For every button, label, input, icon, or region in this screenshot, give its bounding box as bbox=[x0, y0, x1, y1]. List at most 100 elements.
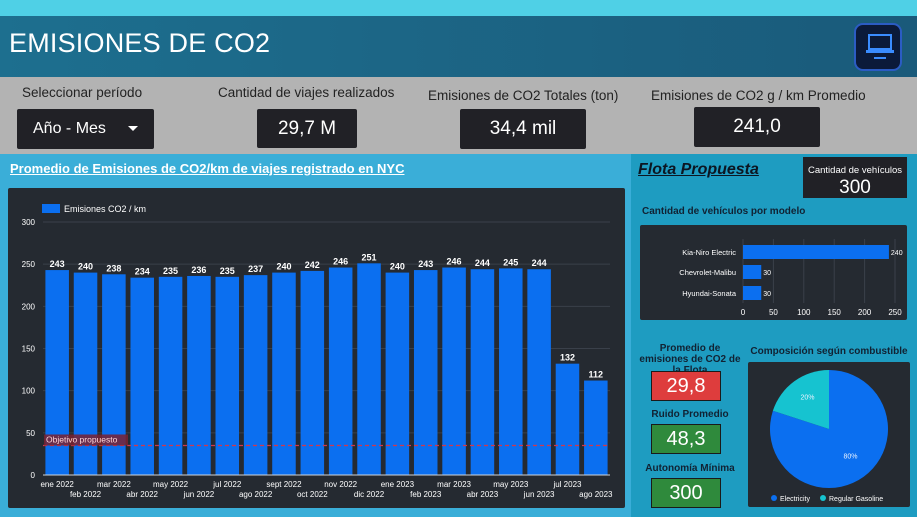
bar-ene-2023[interactable] bbox=[385, 272, 410, 475]
x-tick-label: jul 2023 bbox=[552, 480, 582, 489]
x-tick-label: 250 bbox=[888, 308, 902, 317]
noise-label: Ruido Promedio bbox=[651, 409, 729, 420]
vehicles-card: Cantidad de vehículos 300 bbox=[803, 157, 907, 198]
model-label: Chevrolet-Malibu bbox=[679, 268, 736, 277]
bar-value-label: 240 bbox=[276, 262, 291, 272]
bar-feb-2022[interactable] bbox=[73, 272, 98, 475]
bar-value-label: 240 bbox=[390, 262, 405, 272]
bar-value-label: 244 bbox=[532, 258, 547, 268]
model-chart-title: Cantidad de vehículos por modelo bbox=[642, 206, 806, 217]
x-tick-label: jul 2022 bbox=[212, 480, 242, 489]
bar-sept-2022[interactable] bbox=[272, 272, 296, 475]
period-value: Año - Mes bbox=[33, 120, 106, 137]
x-tick-label: may 2023 bbox=[493, 480, 529, 489]
bar-value-label: 242 bbox=[305, 260, 320, 270]
x-tick-label: 200 bbox=[858, 308, 872, 317]
bar-jul-2022[interactable] bbox=[215, 276, 240, 475]
bar-feb-2023[interactable] bbox=[413, 270, 438, 475]
model-bar[interactable] bbox=[743, 265, 762, 279]
header-bar bbox=[0, 16, 917, 77]
x-tick-label: ene 2023 bbox=[381, 480, 415, 489]
bar-jun-2023[interactable] bbox=[527, 269, 551, 475]
bar-abr-2022[interactable] bbox=[130, 277, 154, 475]
x-tick-label: abr 2022 bbox=[126, 490, 158, 499]
bar-value-label: 243 bbox=[50, 259, 65, 269]
bar-value-label: 235 bbox=[220, 266, 235, 276]
pie-legend-label: Electricity bbox=[780, 496, 810, 503]
model-value-label: 30 bbox=[763, 270, 771, 277]
chart-title: Promedio de Emisiones de CO2/km de viaje… bbox=[10, 161, 405, 176]
pie-legend-label: Regular Gasoline bbox=[829, 496, 883, 503]
avg-emissions-value: 29,8 bbox=[651, 371, 721, 401]
bar-mar-2023[interactable] bbox=[442, 267, 466, 475]
model-value-label: 30 bbox=[763, 291, 771, 298]
bar-mar-2022[interactable] bbox=[102, 274, 126, 475]
chevron-down-icon bbox=[128, 126, 138, 131]
model-bar-chart: 0 50 100 150 200 250 Kia-Niro Electric 240 Chevr… bbox=[679, 239, 903, 317]
x-tick-label: may 2022 bbox=[153, 480, 189, 489]
avg-value: 241,0 bbox=[694, 107, 820, 147]
x-tick-label: jun 2023 bbox=[523, 490, 555, 499]
model-bar[interactable] bbox=[743, 245, 889, 259]
y-tick-label: 250 bbox=[22, 260, 36, 269]
legend-label: Emisiones CO2 / km bbox=[64, 204, 146, 214]
model-label: Kia-Niro Electric bbox=[682, 248, 736, 257]
page-title: EMISIONES DE CO2 bbox=[9, 28, 271, 58]
avg-label: Emisiones de CO2 g / km Promedio bbox=[651, 88, 866, 103]
bar-value-label: 235 bbox=[163, 266, 178, 276]
x-tick-label: oct 2022 bbox=[297, 490, 328, 499]
bar-ago-2022[interactable] bbox=[243, 275, 268, 475]
y-tick-label: 150 bbox=[22, 345, 36, 354]
model-label: Hyundai-Sonata bbox=[682, 289, 737, 298]
bar-value-label: 238 bbox=[106, 263, 121, 273]
bar-value-label: 132 bbox=[560, 353, 575, 363]
fleet-title: Flota Propuesta bbox=[638, 161, 759, 178]
x-tick-label: nov 2022 bbox=[324, 480, 357, 489]
bar-jul-2023[interactable] bbox=[555, 363, 580, 475]
autonomy-label: Autonomía Mínima bbox=[645, 463, 735, 474]
bar-value-label: 246 bbox=[447, 257, 462, 267]
x-tick-label: 150 bbox=[828, 308, 842, 317]
bar-value-label: 112 bbox=[589, 370, 604, 380]
x-tick-label: dic 2022 bbox=[354, 490, 385, 499]
model-bar[interactable] bbox=[743, 286, 762, 300]
pie-title: Composición según combustible bbox=[750, 346, 908, 357]
period-dropdown[interactable]: Año - Mes bbox=[17, 109, 154, 149]
bar-value-label: 245 bbox=[503, 257, 518, 267]
bar-nov-2022[interactable] bbox=[328, 267, 353, 475]
x-tick-label: abr 2023 bbox=[467, 490, 499, 499]
pie-slice-regular-gasoline[interactable] bbox=[772, 370, 829, 429]
bar-oct-2022[interactable] bbox=[300, 270, 325, 475]
bar-value-label: 244 bbox=[475, 258, 490, 268]
bar-ago-2023[interactable] bbox=[584, 380, 608, 475]
target-label-bg bbox=[44, 434, 128, 446]
autonomy-value: 300 bbox=[651, 478, 721, 508]
bar-ene-2022[interactable] bbox=[45, 270, 69, 475]
x-tick-label: jun 2022 bbox=[183, 490, 215, 499]
bar-abr-2023[interactable] bbox=[470, 269, 495, 475]
noise-value: 48,3 bbox=[651, 424, 721, 454]
vehicles-value: 300 bbox=[839, 177, 871, 198]
bar-value-label: 240 bbox=[78, 262, 93, 272]
bar-value-label: 234 bbox=[135, 267, 150, 277]
bar-may-2023[interactable] bbox=[499, 268, 523, 475]
legend-swatch bbox=[42, 204, 60, 213]
x-tick-label: feb 2022 bbox=[70, 490, 102, 499]
legend-dot bbox=[771, 495, 777, 501]
bar-jun-2022[interactable] bbox=[187, 275, 211, 475]
period-label: Seleccionar período bbox=[22, 85, 143, 100]
x-tick-label: 100 bbox=[797, 308, 811, 317]
y-tick-label: 100 bbox=[22, 387, 36, 396]
x-tick-label: ago 2023 bbox=[579, 490, 613, 499]
bar-value-label: 236 bbox=[191, 265, 206, 275]
legend-dot bbox=[820, 495, 826, 501]
avg-emissions-label: Promedio de emisiones de CO2 de la Flota bbox=[639, 343, 741, 376]
bar-dic-2022[interactable] bbox=[357, 263, 381, 475]
bar-may-2022[interactable] bbox=[158, 276, 183, 475]
total-value: 34,4 mil bbox=[460, 109, 586, 149]
bar-value-label: 243 bbox=[418, 259, 433, 269]
laptop-icon bbox=[866, 34, 894, 59]
top-accent-strip bbox=[0, 0, 917, 16]
fuel-pie-chart: 80% 20% Electricity Regular Gasoline bbox=[770, 370, 888, 503]
y-tick-label: 0 bbox=[31, 471, 36, 480]
